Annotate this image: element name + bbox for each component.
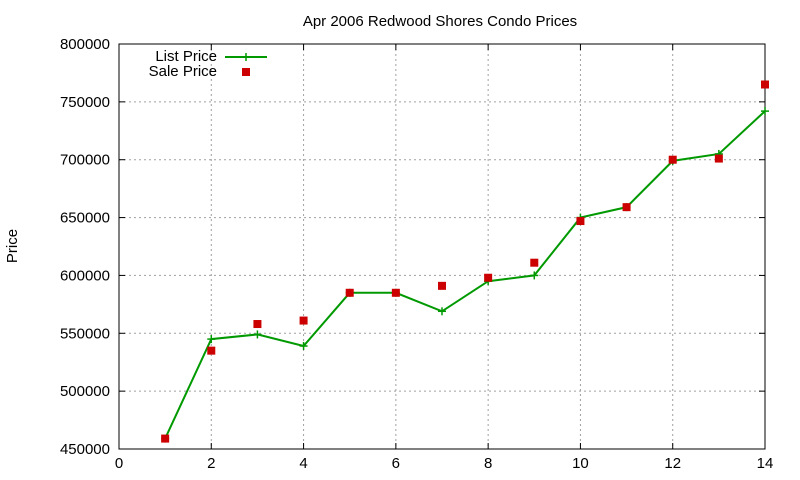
sale-price-point — [345, 288, 354, 297]
legend: List Price Sale Price — [149, 48, 267, 80]
x-tick-label: 12 — [664, 455, 681, 472]
sale-price-point — [576, 217, 585, 226]
list-price-line — [164, 110, 766, 440]
sale-price-point — [161, 434, 170, 443]
y-tick-label: 750000 — [60, 94, 110, 111]
legend-swatch-sale-price-marker — [242, 68, 250, 76]
sale-price-point — [438, 281, 446, 290]
list-price-point — [299, 342, 308, 351]
grid — [119, 44, 765, 449]
sale-price-point — [391, 288, 400, 297]
sale-price-point — [668, 155, 677, 164]
y-tick-label: 700000 — [60, 152, 110, 169]
sale-price-point — [253, 320, 262, 329]
x-tick-label: 4 — [299, 455, 307, 472]
y-tick-label: 800000 — [60, 36, 110, 53]
sale-price-point — [714, 154, 723, 163]
sale-price-point — [761, 80, 769, 89]
list-price-point — [253, 330, 262, 339]
sale-price-point — [299, 316, 308, 325]
chart-title: Apr 2006 Redwood Shores Condo Prices — [303, 13, 577, 30]
y-tick-labels: 450000 500000 550000 600000 650000 700000 7500… — [60, 36, 110, 458]
x-tick-label: 2 — [207, 455, 215, 472]
sale-price-point — [622, 203, 631, 212]
y-tick-label: 450000 — [60, 441, 110, 458]
list-price-point — [530, 271, 539, 280]
x-tick-label: 6 — [392, 455, 400, 472]
sale-price-point — [207, 346, 216, 355]
x-tick-label: 10 — [572, 455, 589, 472]
legend-label-list-price: List Price — [155, 48, 217, 65]
series — [161, 80, 769, 443]
x-tick-label: 14 — [757, 455, 774, 472]
y-axis-label: Price — [4, 229, 21, 263]
sale-price-point — [530, 258, 539, 267]
list-price-point — [438, 307, 446, 316]
y-tick-label: 600000 — [60, 267, 110, 284]
sale-price-point — [484, 273, 493, 282]
x-tick-label: 8 — [484, 455, 492, 472]
plot-frame — [118, 43, 766, 450]
list-price-point — [761, 107, 769, 116]
axis-ticks — [118, 43, 766, 450]
y-tick-label: 550000 — [60, 325, 110, 342]
x-tick-label: 0 — [115, 455, 123, 472]
legend-label-sale-price: Sale Price — [149, 63, 217, 80]
y-tick-label: 500000 — [60, 383, 110, 400]
list-price-point — [207, 335, 216, 344]
legend-swatches — [225, 53, 267, 76]
legend-swatch-list-price-marker — [242, 53, 250, 61]
y-tick-label: 650000 — [60, 210, 110, 227]
x-tick-labels: 0 2 4 6 8 10 12 14 — [115, 455, 774, 472]
